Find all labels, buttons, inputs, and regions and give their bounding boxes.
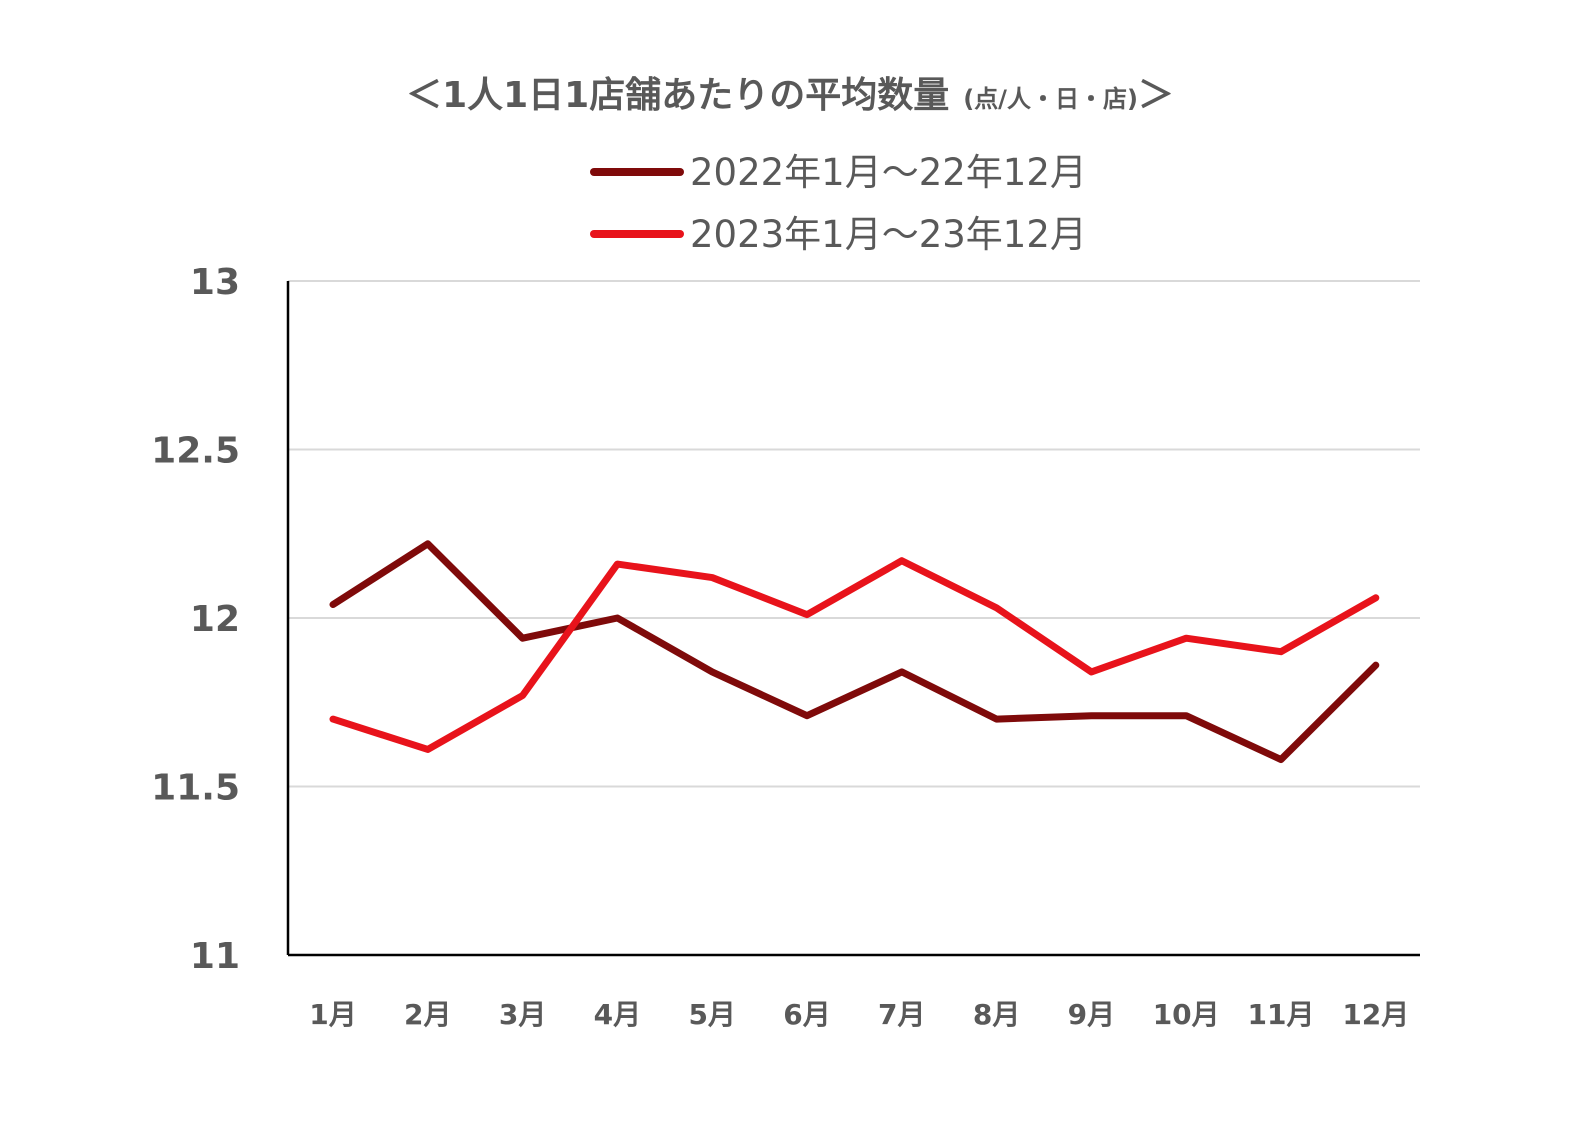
y-tick-label: 11 xyxy=(190,936,240,977)
series-line-2 xyxy=(329,557,1380,753)
chart-title: ＜1人1日1店舗あたりの平均数量 (点/人・日・店)＞ xyxy=(406,75,1174,116)
x-tick-label: 5月 xyxy=(688,998,735,1031)
y-tick-label: 11.5 xyxy=(151,768,240,809)
x-tick-label: 3月 xyxy=(499,998,546,1031)
x-tick-label: 12月 xyxy=(1342,998,1409,1031)
x-tick-label: 10月 xyxy=(1153,998,1220,1031)
series-line-1 xyxy=(329,540,1380,764)
grid-lines xyxy=(288,280,1420,788)
y-axis-ticks: 11 11.5 12 12.5 13 xyxy=(151,262,240,977)
series-layer xyxy=(329,540,1380,764)
legend-label-2: 2023年1月～23年12月 xyxy=(690,213,1087,256)
y-tick-label: 12 xyxy=(190,599,240,640)
x-tick-label: 11月 xyxy=(1248,998,1315,1031)
y-tick-label: 13 xyxy=(190,262,240,303)
x-tick-label: 1月 xyxy=(309,998,356,1031)
x-tick-label: 4月 xyxy=(594,998,641,1031)
x-tick-label: 8月 xyxy=(973,998,1020,1031)
axes xyxy=(286,281,1420,957)
y-tick-label: 12.5 xyxy=(151,431,240,472)
legend: 2022年1月～22年12月 2023年1月～23年12月 xyxy=(590,151,1087,256)
x-tick-label: 9月 xyxy=(1068,998,1115,1031)
legend-label-1: 2022年1月～22年12月 xyxy=(690,151,1087,194)
x-tick-label: 2月 xyxy=(404,998,451,1031)
x-tick-label: 6月 xyxy=(783,998,830,1031)
x-tick-label: 7月 xyxy=(878,998,925,1031)
x-axis-ticks: 1月 2月 3月 4月 5月 6月 7月 8月 9月 10月 11月 12月 xyxy=(309,998,1409,1031)
